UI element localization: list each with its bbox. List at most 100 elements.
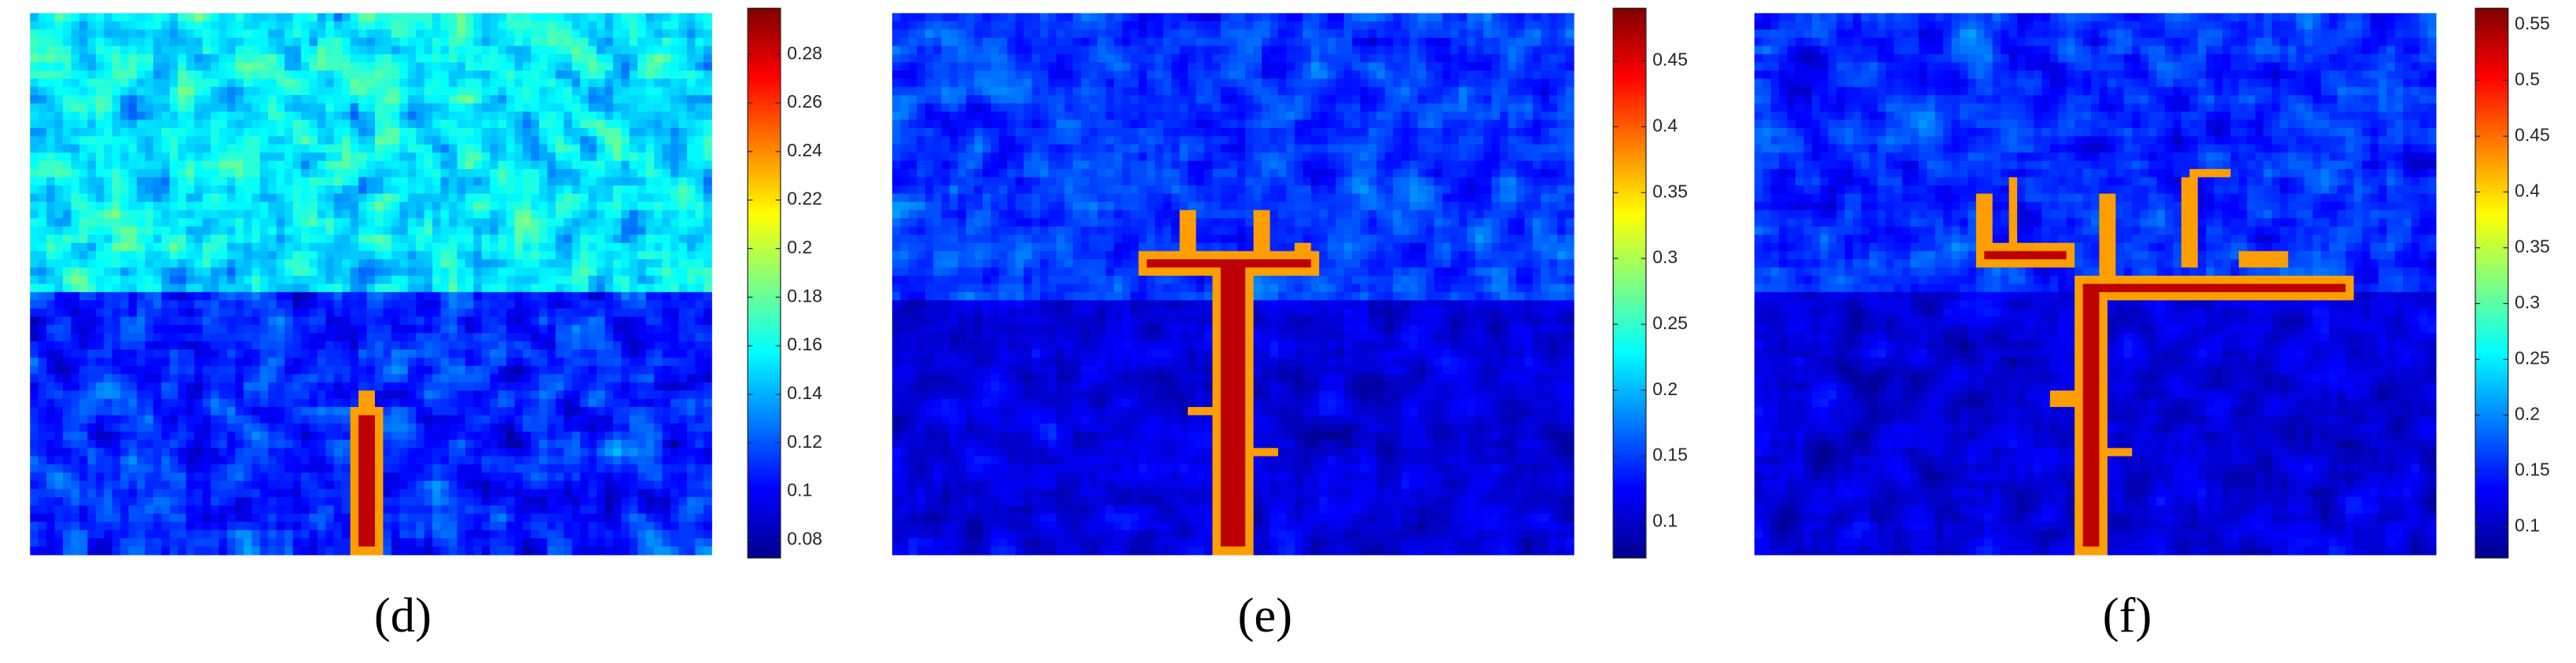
- heatmap-cell: [374, 169, 384, 178]
- heatmap-cell: [350, 136, 359, 145]
- heatmap-cell: [226, 70, 237, 79]
- heatmap-cell: [104, 46, 113, 55]
- heatmap-cell: [54, 439, 64, 449]
- heatmap-cell: [350, 226, 359, 236]
- heatmap-cell: [538, 193, 548, 203]
- heatmap-cell: [292, 160, 302, 170]
- heatmap-cell: [629, 481, 638, 490]
- heatmap-cell: [506, 489, 516, 498]
- heatmap-cell: [137, 464, 146, 474]
- heatmap-cell: [416, 259, 425, 269]
- heatmap-cell: [342, 251, 351, 260]
- heatmap-cell: [38, 291, 47, 301]
- heatmap-cell: [416, 308, 425, 317]
- heatmap-cell: [333, 357, 343, 367]
- heatmap-cell: [465, 234, 474, 244]
- heatmap-cell: [243, 38, 252, 47]
- heatmap-cell: [547, 46, 557, 55]
- heatmap-cell: [604, 349, 614, 359]
- heatmap-cell: [638, 365, 647, 375]
- heatmap-cell: [309, 341, 318, 350]
- heatmap-cell: [498, 29, 507, 38]
- heatmap-cell: [695, 382, 704, 391]
- heatmap-cell: [120, 481, 130, 490]
- heatmap-cell: [54, 481, 64, 490]
- heatmap-cell: [235, 374, 244, 383]
- heatmap-cell: [38, 464, 47, 474]
- heatmap-cell: [285, 144, 294, 153]
- heatmap-cell: [506, 300, 516, 310]
- heatmap-cell: [54, 300, 64, 310]
- heatmap-cell: [383, 365, 392, 375]
- heatmap-cell: [522, 341, 532, 350]
- heatmap-cell: [604, 53, 614, 64]
- heatmap-cell: [465, 152, 474, 162]
- heatmap-cell: [432, 407, 442, 416]
- heatmap-cell: [317, 357, 326, 367]
- heatmap-cell: [399, 357, 409, 367]
- heatmap-cell: [448, 407, 458, 416]
- heatmap-cell: [473, 177, 483, 186]
- heatmap-cell: [506, 160, 516, 170]
- heatmap-cell: [128, 234, 138, 244]
- heatmap-cell: [317, 226, 326, 236]
- heatmap-cell: [350, 29, 359, 38]
- heatmap-cell: [161, 291, 171, 301]
- heatmap-cell: [219, 21, 228, 31]
- heatmap-cell: [161, 284, 171, 293]
- heatmap-cell: [292, 464, 302, 474]
- heatmap-cell: [432, 144, 442, 153]
- heatmap-cell: [366, 390, 376, 400]
- heatmap-cell: [285, 169, 294, 178]
- heatmap-cell: [498, 308, 507, 317]
- heatmap-cell: [54, 431, 64, 441]
- heatmap-cell: [145, 407, 154, 416]
- heatmap-cell: [498, 472, 507, 482]
- heatmap-cell: [226, 95, 237, 104]
- heatmap-cell: [588, 407, 597, 416]
- heatmap-cell: [186, 144, 195, 153]
- heatmap-cell: [629, 112, 638, 121]
- heatmap-cell: [194, 390, 204, 400]
- heatmap-cell: [399, 489, 409, 498]
- heatmap-cell: [137, 259, 146, 269]
- heatmap-cell: [571, 489, 581, 498]
- heatmap-cell: [169, 144, 178, 153]
- heatmap-cell: [186, 398, 195, 408]
- heatmap-cell: [145, 243, 154, 252]
- heatmap-cell: [629, 234, 638, 244]
- heatmap-cell: [416, 275, 425, 285]
- heatmap-cell: [662, 79, 671, 88]
- heatmap-cell: [432, 349, 442, 359]
- heatmap-cell: [531, 439, 540, 449]
- heatmap-cell: [350, 177, 359, 186]
- heatmap-cell: [645, 119, 655, 129]
- heatmap-cell: [448, 152, 458, 162]
- heatmap-cell: [662, 21, 671, 31]
- heatmap-cell: [112, 357, 121, 367]
- heatmap-cell: [219, 201, 228, 211]
- heatmap-cell: [153, 267, 162, 277]
- heatmap-cell: [243, 489, 252, 498]
- heatmap-cell: [219, 152, 228, 162]
- heatmap-cell: [588, 497, 597, 507]
- heatmap-cell: [366, 210, 376, 219]
- heatmap-cell: [153, 21, 162, 31]
- heatmap-cell: [309, 136, 318, 145]
- heatmap-cell: [645, 456, 655, 465]
- heatmap-cell: [46, 95, 56, 104]
- heatmap-cell: [128, 218, 138, 227]
- heatmap-cell: [678, 29, 688, 38]
- heatmap-cell: [654, 448, 663, 457]
- heatmap-cell: [145, 284, 154, 293]
- heatmap-cell: [300, 21, 311, 31]
- heatmap-cell: [621, 464, 630, 474]
- heatmap-cell: [629, 226, 638, 236]
- heatmap-cell: [317, 349, 326, 359]
- heatmap-cell: [596, 112, 606, 121]
- heatmap-cell: [292, 62, 302, 71]
- heatmap-cell: [104, 505, 113, 515]
- heatmap-cell: [79, 86, 88, 96]
- heatmap-cell: [571, 136, 581, 145]
- heatmap-cell: [194, 464, 204, 474]
